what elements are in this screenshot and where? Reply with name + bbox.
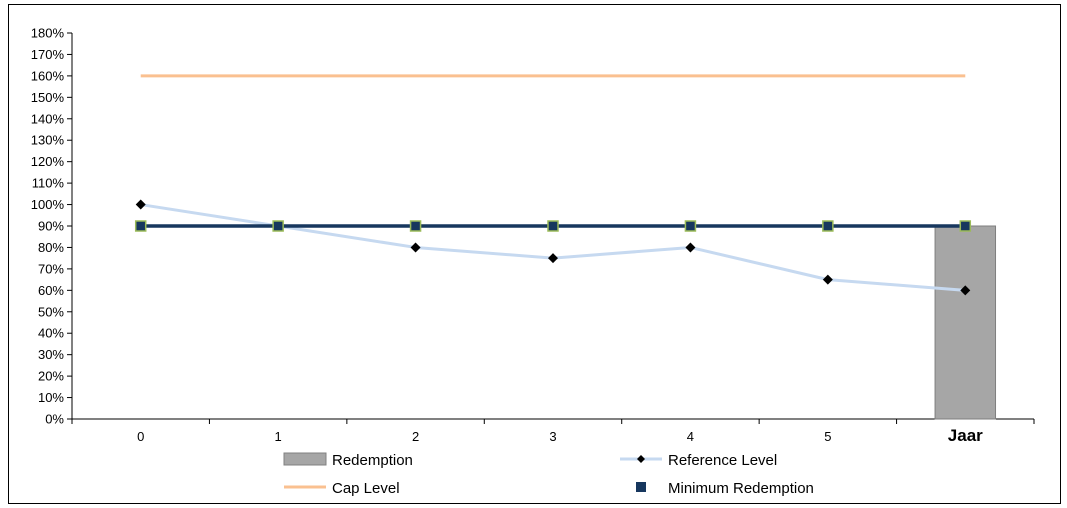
x-tick-label: 0 bbox=[137, 429, 144, 444]
bars bbox=[934, 225, 997, 420]
legend-marker-minimum-redemption bbox=[636, 482, 646, 492]
y-tick-label: 120% bbox=[31, 154, 65, 169]
legend-marker-reference-level bbox=[637, 455, 645, 463]
point-minimum-redemption bbox=[959, 220, 972, 232]
series-markers bbox=[134, 199, 972, 296]
y-tick-label: 60% bbox=[38, 283, 64, 298]
y-tick-label: 160% bbox=[31, 68, 65, 83]
point-reference-level bbox=[685, 242, 696, 253]
y-tick-label: 0% bbox=[45, 412, 64, 427]
point-minimum-redemption bbox=[684, 220, 697, 232]
point-minimum-redemption bbox=[822, 220, 834, 232]
y-tick-label: 40% bbox=[38, 326, 64, 341]
y-tick-label: 170% bbox=[31, 47, 65, 62]
y-tick-label: 50% bbox=[38, 304, 64, 319]
series-line-reference-level bbox=[140, 203, 966, 292]
legend-label-minimum-redemption: Minimum Redemption bbox=[668, 480, 814, 497]
x-tick-label: 4 bbox=[687, 429, 694, 444]
legend-label-reference-level: Reference Level bbox=[668, 452, 777, 469]
point-minimum-redemption bbox=[409, 220, 422, 232]
point-reference-level bbox=[548, 253, 558, 264]
point-reference-level bbox=[135, 199, 146, 210]
y-tick-label: 30% bbox=[38, 347, 64, 362]
point-reference-level bbox=[410, 242, 421, 253]
y-tick-label: 90% bbox=[38, 219, 64, 234]
bar-redemption bbox=[934, 225, 997, 420]
legend-swatch-redemption bbox=[283, 452, 327, 466]
y-tick-label: 100% bbox=[31, 197, 65, 212]
point-reference-level bbox=[960, 285, 971, 296]
y-tick-label: 10% bbox=[38, 390, 64, 405]
y-tick-label: 150% bbox=[31, 90, 65, 105]
y-tick-label: 70% bbox=[38, 261, 64, 276]
y-tick-label: 140% bbox=[31, 111, 65, 126]
x-tick-label: 1 bbox=[275, 429, 282, 444]
y-tick-label: 110% bbox=[32, 176, 65, 191]
point-minimum-redemption bbox=[272, 220, 284, 232]
y-tick-label: 80% bbox=[38, 240, 64, 255]
chart-frame bbox=[8, 4, 1061, 504]
axes: 0%10%20%30%40%50%60%70%80%90%100%110%120… bbox=[31, 26, 1035, 445]
point-reference-level bbox=[822, 274, 833, 285]
x-tick-label: Jaar bbox=[948, 426, 983, 445]
point-minimum-redemption bbox=[134, 220, 147, 232]
y-tick-label: 20% bbox=[38, 369, 64, 384]
x-tick-label: 5 bbox=[824, 429, 831, 444]
legend: Redemption Reference Level Cap Level Min… bbox=[283, 452, 814, 497]
y-tick-label: 130% bbox=[31, 133, 65, 148]
legend-label-cap-level: Cap Level bbox=[332, 480, 400, 497]
y-tick-label: 180% bbox=[31, 26, 65, 41]
x-tick-label: 3 bbox=[549, 429, 556, 444]
x-tick-label: 2 bbox=[412, 429, 419, 444]
point-minimum-redemption bbox=[547, 220, 559, 232]
legend-label-redemption: Redemption bbox=[332, 452, 413, 469]
